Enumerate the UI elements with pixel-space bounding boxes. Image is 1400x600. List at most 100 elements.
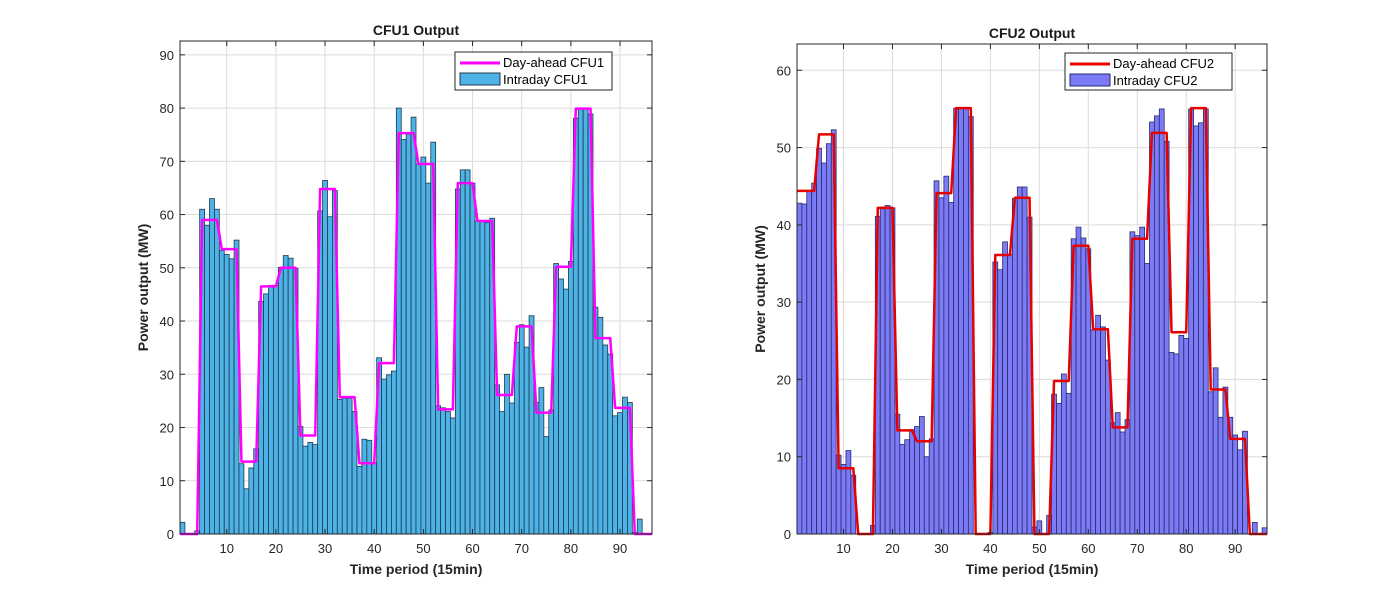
cfu1-intraday-bar bbox=[209, 198, 215, 535]
cfu2-intraday-bar bbox=[1080, 237, 1087, 535]
cfu2-intraday-bar bbox=[845, 450, 852, 535]
cfu1-intraday-bar bbox=[513, 341, 520, 535]
cfu1-intraday-bar bbox=[568, 261, 574, 535]
cfu2-intraday-bar bbox=[811, 182, 817, 535]
cfu2-x-tick-label: 80 bbox=[1179, 541, 1193, 556]
cfu1-intraday-bar bbox=[484, 222, 491, 535]
cfu2-intraday-bar bbox=[1207, 391, 1214, 535]
cfu2-intraday-bar bbox=[1124, 419, 1131, 535]
cfu1-legend: Day-ahead CFU1 Intraday CFU1 bbox=[454, 51, 613, 91]
cfu1-intraday-bar bbox=[533, 402, 540, 535]
cfu2-intraday-bar bbox=[1007, 253, 1013, 535]
cfu2-intraday-bar bbox=[796, 202, 803, 535]
cfu2-intraday-bar bbox=[1168, 351, 1175, 535]
cfu1-intraday-bar bbox=[636, 518, 643, 535]
cfu1-intraday-bar bbox=[538, 387, 545, 535]
cfu2-intraday-bar bbox=[953, 107, 959, 535]
cfu2-intraday-bar bbox=[943, 175, 950, 535]
cfu1-y-axis-label: Power output (MW) bbox=[135, 224, 151, 352]
cfu1-y-tick-label: 10 bbox=[160, 474, 174, 489]
cfu1-intraday-bar bbox=[479, 220, 486, 535]
cfu1-intraday-bar bbox=[312, 444, 319, 535]
cfu2-y-tick-label: 20 bbox=[777, 372, 791, 387]
cfu1-x-tick-label: 20 bbox=[269, 541, 283, 556]
cfu2-y-axis-label: Power output (MW) bbox=[752, 225, 768, 353]
cfu2-intraday-bar bbox=[1251, 522, 1258, 535]
cfu1-y-tick-label: 80 bbox=[160, 101, 174, 116]
cfu1-legend-bar-swatch bbox=[459, 72, 501, 86]
cfu2-intraday-bar bbox=[904, 439, 911, 535]
cfu1-intraday-bar bbox=[494, 384, 500, 535]
cfu2-intraday-bar bbox=[1217, 416, 1224, 535]
cfu1-y-tick-label: 40 bbox=[160, 314, 174, 329]
cfu1-intraday-bar bbox=[287, 257, 294, 535]
cfu2-intraday-bar bbox=[1198, 122, 1204, 535]
cfu2-legend-intraday: Intraday CFU2 bbox=[1113, 73, 1198, 88]
cfu1-y-tick-label: 60 bbox=[160, 208, 174, 223]
cfu2-intraday-bar bbox=[1134, 235, 1141, 535]
cfu2-intraday-bar bbox=[909, 429, 915, 535]
cfu2-intraday-bar bbox=[1095, 314, 1101, 535]
cfu1-intraday-bar bbox=[277, 266, 284, 535]
cfu1-y-tick-label: 0 bbox=[167, 527, 174, 542]
cfu1-intraday-bar bbox=[336, 398, 343, 535]
cfu2-intraday-bar bbox=[1183, 338, 1190, 535]
cfu1-y-tick-label: 70 bbox=[160, 154, 174, 169]
cfu1-intraday-bar bbox=[302, 445, 309, 535]
cfu1-intraday-bar bbox=[504, 373, 510, 535]
cfu2-intraday-bar bbox=[1012, 198, 1018, 535]
cfu2-intraday-bar bbox=[879, 206, 886, 535]
cfu1-intraday-bar bbox=[214, 208, 220, 535]
cfu2-intraday-bar bbox=[1193, 125, 1199, 535]
cfu2-intraday-bar bbox=[997, 269, 1004, 535]
cfu1-intraday-bar bbox=[622, 396, 628, 535]
cfu1-day-ahead-line-group bbox=[180, 107, 652, 536]
cfu1-y-tick-label: 90 bbox=[160, 48, 174, 63]
cfu1-legend-intraday: Intraday CFU1 bbox=[503, 72, 588, 87]
cfu2-intraday-bar bbox=[1090, 329, 1097, 535]
cfu1-y-tick-label: 50 bbox=[160, 261, 174, 276]
cfu2-intraday-bar bbox=[1237, 449, 1243, 535]
cfu1-intraday-bar bbox=[563, 288, 569, 535]
cfu1-intraday-bar bbox=[617, 412, 623, 535]
cfu1-intraday-bar bbox=[523, 346, 530, 535]
cfu2-y-tick-label: 50 bbox=[777, 141, 791, 156]
cfu1-title: CFU1 Output bbox=[373, 22, 460, 38]
cfu1-intraday-bar bbox=[410, 116, 417, 535]
cfu2-title: CFU2 Output bbox=[989, 25, 1076, 41]
cfu2-axes-box bbox=[796, 43, 1268, 535]
cfu1-intraday-bar bbox=[307, 442, 314, 535]
cfu1-chart: 10 20 30 40 50 60 70 80 90 0 10 20 30 40 50 60 70 80 90 CF… bbox=[135, 22, 653, 577]
cfu1-x-tick-label: 80 bbox=[564, 541, 578, 556]
cfu1-intraday-bar bbox=[243, 488, 250, 535]
cfu2-intraday-bar bbox=[821, 162, 827, 535]
cfu2-intraday-bar bbox=[825, 143, 832, 535]
cfu2-x-tick-label: 20 bbox=[885, 541, 899, 556]
cfu1-intraday-bar bbox=[371, 462, 378, 535]
cfu1-intraday-bar bbox=[543, 436, 550, 535]
cfu1-intraday-bar bbox=[440, 407, 446, 535]
cfu1-intraday-bar bbox=[445, 411, 451, 535]
cfu1-intraday-bar bbox=[322, 180, 328, 535]
cfu1-intraday-bar bbox=[582, 108, 589, 535]
cfu1-intraday-bar bbox=[509, 402, 515, 535]
cfu2-y-tick-label: 0 bbox=[784, 527, 791, 542]
cfu1-intraday-bar bbox=[435, 405, 441, 535]
cfu2-intraday-bar bbox=[1158, 108, 1165, 535]
cfu1-intraday-bar bbox=[391, 370, 397, 535]
cfu2-intraday-bar bbox=[1075, 226, 1082, 535]
cfu2-intraday-bar bbox=[923, 456, 930, 535]
cfu1-intraday-bar bbox=[558, 278, 564, 535]
cfu2-bars bbox=[796, 107, 1268, 535]
cfu2-intraday-bar bbox=[918, 416, 925, 535]
cfu2-intraday-bar bbox=[1114, 412, 1121, 535]
cfu1-x-axis-label: Time period (15min) bbox=[350, 561, 483, 577]
cfu1-intraday-bar bbox=[602, 344, 609, 535]
cfu2-x-tick-label: 60 bbox=[1081, 541, 1095, 556]
cfu2-intraday-bar bbox=[938, 197, 945, 535]
cfu1-x-tick-label: 10 bbox=[219, 541, 233, 556]
cfu1-legend-day-ahead: Day-ahead CFU1 bbox=[503, 55, 604, 70]
cfu2-intraday-bar bbox=[1139, 226, 1146, 535]
cfu1-intraday-bar bbox=[346, 397, 353, 535]
